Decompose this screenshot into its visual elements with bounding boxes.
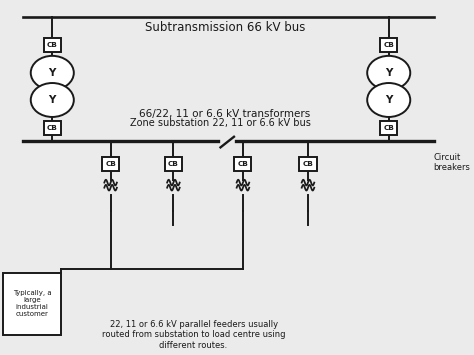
Text: Y: Y [49,68,56,78]
Text: Y: Y [385,68,392,78]
Text: CB: CB [383,42,394,48]
Text: Typically, a
large
industrial
customer: Typically, a large industrial customer [13,290,51,317]
FancyBboxPatch shape [44,38,61,51]
Text: Zone substation 22, 11 or 6.6 kV bus: Zone substation 22, 11 or 6.6 kV bus [130,118,311,128]
Text: Y: Y [385,95,392,105]
Text: CB: CB [47,42,58,48]
Text: 66/22, 11 or 6.6 kV transformers: 66/22, 11 or 6.6 kV transformers [139,109,310,119]
Text: CB: CB [105,161,116,167]
FancyBboxPatch shape [380,38,397,51]
FancyBboxPatch shape [3,273,61,335]
Text: CB: CB [237,161,248,167]
Text: CB: CB [168,161,179,167]
Text: CB: CB [383,125,394,131]
Circle shape [367,56,410,90]
FancyBboxPatch shape [102,157,119,171]
Circle shape [31,56,74,90]
FancyBboxPatch shape [165,157,182,171]
Text: CB: CB [302,161,313,167]
FancyBboxPatch shape [300,157,317,171]
FancyBboxPatch shape [380,121,397,135]
Text: 22, 11 or 6.6 kV parallel feeders usually
routed from substation to load centre : 22, 11 or 6.6 kV parallel feeders usuall… [102,320,285,350]
FancyBboxPatch shape [44,121,61,135]
Text: Circuit
breakers: Circuit breakers [434,153,471,172]
Text: Subtransmission 66 kV bus: Subtransmission 66 kV bus [145,21,305,34]
Circle shape [31,83,74,117]
FancyBboxPatch shape [235,157,252,171]
Text: CB: CB [47,125,58,131]
Circle shape [367,83,410,117]
Text: Y: Y [49,95,56,105]
